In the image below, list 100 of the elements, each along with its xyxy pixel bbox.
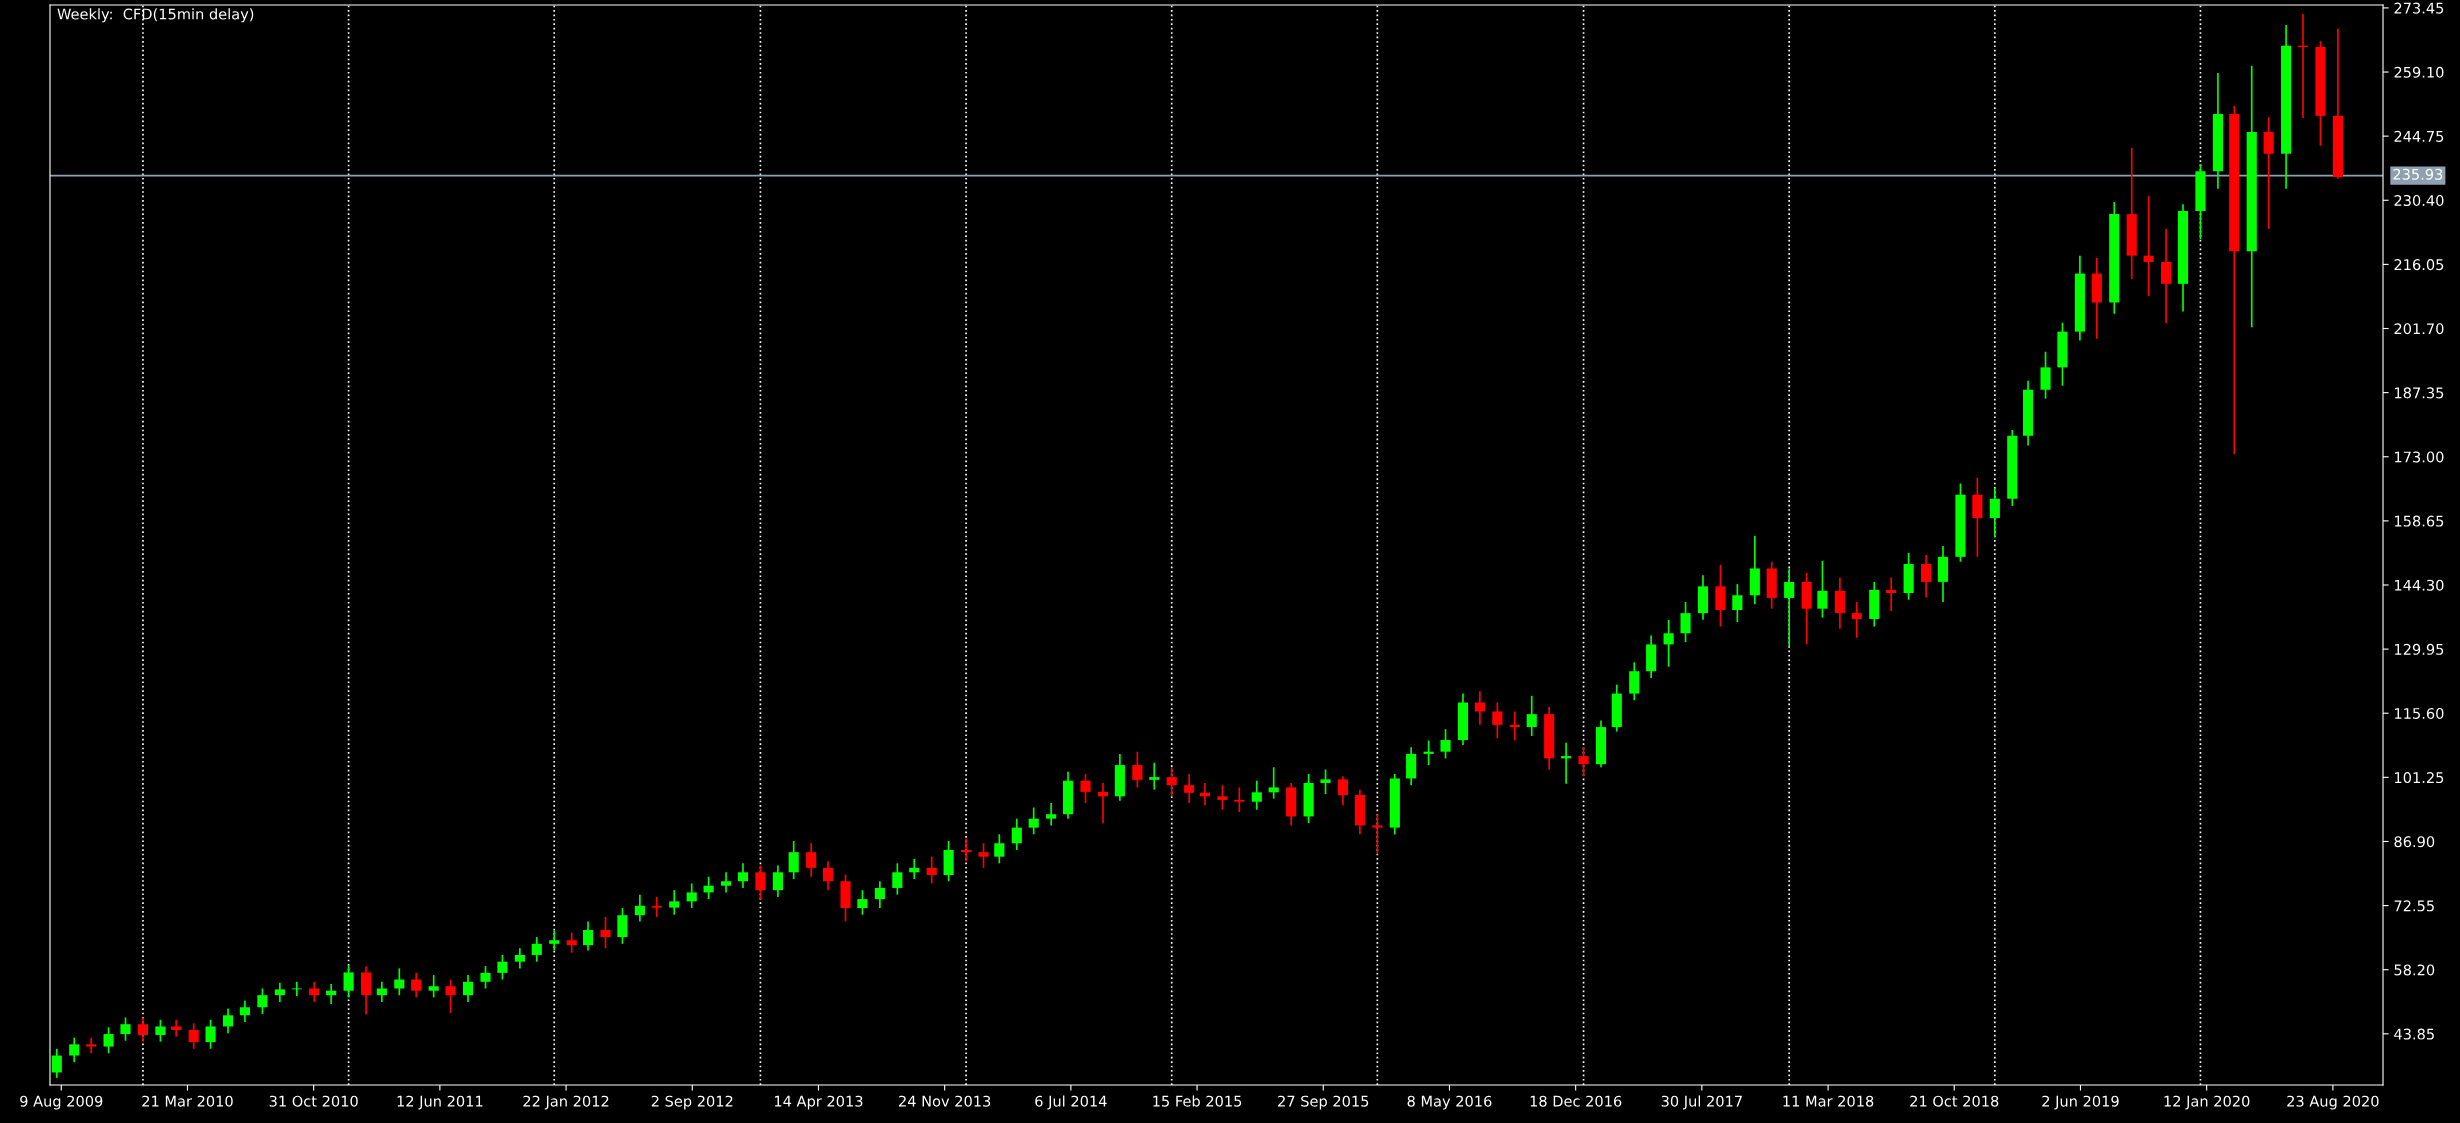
candlestick bbox=[549, 929, 560, 952]
y-tick-label: 230.40 bbox=[2394, 194, 2444, 207]
candlestick bbox=[155, 1018, 166, 1043]
candlestick bbox=[1732, 583, 1743, 623]
candlestick bbox=[360, 965, 372, 1016]
candlestick bbox=[806, 842, 817, 878]
chart-title: Weekly: CFD(15min delay) bbox=[57, 8, 254, 23]
candlestick bbox=[86, 1036, 97, 1055]
y-tick-label: 86.90 bbox=[2394, 836, 2435, 848]
candlestick bbox=[737, 862, 749, 889]
candlestick bbox=[205, 1018, 216, 1050]
candlestick bbox=[1011, 817, 1022, 851]
x-tick-label: 14 Apr 2013 bbox=[774, 1095, 863, 1110]
candlestick bbox=[137, 1016, 149, 1043]
candlestick bbox=[651, 896, 662, 918]
x-tick-label: 21 Mar 2010 bbox=[142, 1095, 233, 1107]
candlestick bbox=[103, 1026, 114, 1055]
x-tick-label: 9 Aug 2009 bbox=[20, 1095, 103, 1110]
candlestick bbox=[1663, 619, 1674, 668]
candlestick bbox=[343, 964, 354, 999]
candlestick bbox=[1784, 567, 1795, 648]
candlestick bbox=[1372, 813, 1383, 856]
candlestick bbox=[120, 1016, 131, 1042]
candlestick bbox=[926, 855, 937, 885]
candlestick bbox=[978, 842, 989, 869]
candlestick bbox=[1046, 802, 1057, 827]
candlestick bbox=[1492, 701, 1503, 740]
x-tick-label: 30 Jul 2017 bbox=[1661, 1095, 1742, 1110]
ref-line-label: 235.93 bbox=[2393, 168, 2443, 180]
candlestick bbox=[669, 889, 680, 916]
candlestick bbox=[274, 981, 285, 1003]
x-tick-label: 15 Feb 2015 bbox=[1153, 1095, 1242, 1107]
x-tick-label: 11 Mar 2018 bbox=[1783, 1095, 1874, 1107]
candlestick bbox=[1578, 746, 1589, 778]
candlestick bbox=[480, 965, 491, 990]
x-tick-label: 18 Dec 2016 bbox=[1530, 1095, 1622, 1107]
y-tick-label: 216.05 bbox=[2394, 259, 2444, 271]
candlestick bbox=[634, 893, 645, 923]
y-tick-label: 115.60 bbox=[2395, 707, 2444, 719]
candlestick bbox=[2263, 116, 2274, 230]
candlestick bbox=[1886, 576, 1897, 612]
y-tick-label: 173.00 bbox=[2395, 451, 2444, 463]
candlestick bbox=[1132, 750, 1143, 789]
candlestick bbox=[1851, 601, 1862, 639]
candlestick bbox=[582, 920, 594, 952]
x-tick-label: 22 Jan 2012 bbox=[523, 1095, 609, 1110]
candlestick bbox=[428, 974, 439, 999]
candlestick bbox=[822, 860, 834, 892]
candlestick bbox=[188, 1022, 199, 1050]
candlestick bbox=[686, 882, 697, 909]
candlestick bbox=[566, 931, 577, 954]
candlestick bbox=[2161, 228, 2172, 324]
candlestick bbox=[1234, 786, 1245, 813]
y-tick-label: 144.30 bbox=[2395, 579, 2444, 591]
candlestick bbox=[411, 972, 422, 999]
candlestick bbox=[69, 1036, 80, 1064]
candlestick bbox=[721, 871, 732, 894]
candlestick bbox=[788, 840, 799, 880]
candlestick bbox=[1629, 661, 1640, 702]
candlestick bbox=[600, 916, 611, 950]
candlestick bbox=[1080, 773, 1091, 804]
candlestick bbox=[376, 980, 387, 1003]
candlestick bbox=[892, 862, 903, 896]
candlestick bbox=[1320, 768, 1331, 795]
y-tick-label: 158.65 bbox=[2395, 515, 2444, 527]
candlestick bbox=[772, 864, 783, 898]
candlestick bbox=[514, 947, 525, 970]
candlestick bbox=[445, 978, 456, 1014]
y-tick-label: 72.55 bbox=[2394, 900, 2434, 912]
candlestick bbox=[874, 880, 885, 909]
x-tick-label: 8 May 2016 bbox=[1407, 1095, 1492, 1110]
candlestick bbox=[291, 980, 302, 997]
x-tick-label: 31 Oct 2010 bbox=[269, 1095, 358, 1107]
candlestick bbox=[2040, 350, 2051, 400]
candlestick bbox=[51, 1047, 62, 1079]
candlestick bbox=[1989, 487, 2000, 539]
candlestick bbox=[1834, 576, 1845, 630]
candlestick bbox=[755, 864, 766, 900]
candlestick bbox=[309, 980, 320, 1003]
candlestick bbox=[497, 954, 508, 981]
candlestick bbox=[1028, 806, 1039, 836]
x-tick-label: 24 Nov 2013 bbox=[899, 1095, 991, 1107]
candlestick bbox=[1680, 601, 1691, 644]
y-tick-label: 187.35 bbox=[2395, 387, 2444, 399]
candlestick bbox=[857, 889, 868, 916]
candlestick bbox=[1251, 779, 1262, 811]
x-tick-label: 27 Sep 2015 bbox=[1278, 1095, 1369, 1110]
candlestick bbox=[617, 907, 628, 945]
candlestick bbox=[1184, 773, 1195, 804]
candlestick bbox=[531, 936, 542, 963]
candlestick bbox=[1921, 554, 1932, 599]
candlestick bbox=[1817, 560, 1828, 619]
y-tick-label: 58.20 bbox=[2394, 964, 2435, 976]
candlestick bbox=[1526, 694, 1537, 737]
x-tick-label: 6 Jul 2014 bbox=[1035, 1095, 1107, 1110]
x-tick-label: 2 Jun 2019 bbox=[2042, 1095, 2119, 1110]
y-tick-label: 259.10 bbox=[2394, 66, 2444, 78]
y-tick-label: 129.95 bbox=[2395, 643, 2444, 655]
y-tick-label: 273.45 bbox=[2394, 2, 2444, 14]
candlestick bbox=[994, 833, 1005, 865]
